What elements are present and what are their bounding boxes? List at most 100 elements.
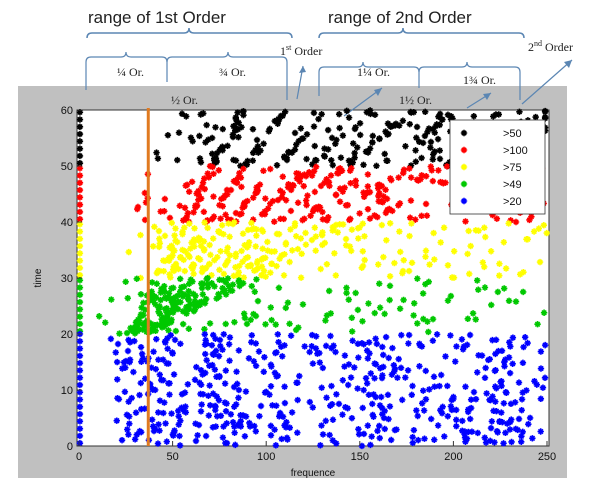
point-gt49 [131, 330, 139, 337]
point-gt75 [437, 239, 444, 246]
point-gt20 [293, 379, 300, 386]
point-gt20 [132, 409, 140, 416]
point-gt75 [278, 252, 285, 259]
point-gt49 [240, 310, 248, 317]
point-gt20 [122, 364, 129, 371]
point-gt50 [237, 162, 244, 170]
point-gt49 [494, 288, 502, 296]
point-gt20 [273, 373, 280, 380]
point-gt100 [364, 171, 372, 178]
point-gt50 [392, 120, 400, 128]
point-gt49 [76, 298, 84, 306]
point-gt50 [229, 133, 237, 141]
point-gt20 [205, 412, 213, 419]
point-gt20 [531, 377, 538, 385]
point-gt49 [195, 302, 202, 309]
x-tick-label: 250 [538, 451, 556, 463]
point-gt75 [241, 241, 248, 249]
point-gt20 [328, 382, 335, 390]
point-gt49 [322, 317, 329, 324]
point-gt75 [151, 223, 158, 230]
point-gt75 [496, 260, 503, 267]
quarter-order-label: ¼ Or. [117, 65, 144, 79]
point-gt75 [355, 235, 362, 242]
point-gt50 [253, 136, 261, 144]
second-order-label: 2nd Order [528, 39, 573, 54]
point-gt49 [153, 294, 160, 301]
point-gt75 [169, 247, 177, 254]
point-gt75 [361, 256, 368, 264]
point-gt20 [308, 331, 316, 339]
point-gt20 [206, 362, 213, 369]
point-gt100 [309, 208, 317, 215]
point-gt100 [161, 207, 168, 215]
point-gt49 [177, 275, 184, 283]
point-gt20 [148, 364, 155, 371]
point-gt49 [343, 289, 350, 297]
point-gt75 [286, 258, 293, 266]
point-gt20 [373, 340, 381, 348]
point-gt20 [267, 383, 275, 390]
point-gt50 [352, 124, 359, 131]
point-gt20 [202, 432, 210, 440]
point-gt49 [464, 315, 472, 323]
y-tick-label: 50 [61, 161, 73, 173]
point-gt50 [419, 139, 427, 147]
point-gt49 [138, 304, 145, 311]
point-gt49 [425, 328, 432, 336]
point-gt75 [156, 240, 164, 247]
point-gt49 [102, 319, 109, 326]
point-gt100 [462, 218, 469, 225]
point-gt20 [215, 353, 223, 360]
point-gt20 [178, 390, 186, 398]
point-gt75 [268, 260, 275, 268]
point-gt20 [462, 438, 469, 445]
point-gt20 [242, 413, 250, 420]
point-gt75 [273, 262, 280, 270]
point-gt50 [76, 109, 84, 116]
point-gt20 [453, 423, 460, 430]
point-gt50 [350, 140, 357, 147]
point-gt75 [440, 224, 448, 231]
point-gt50 [230, 123, 237, 130]
point-gt20 [121, 388, 129, 396]
point-gt100 [210, 170, 217, 178]
point-gt75 [253, 259, 261, 267]
point-gt20 [175, 421, 182, 428]
point-gt20 [136, 427, 143, 435]
point-gt20 [169, 350, 176, 357]
point-gt49 [488, 301, 495, 309]
point-gt20 [114, 340, 122, 348]
point-gt20 [138, 358, 145, 365]
point-gt20 [507, 418, 514, 426]
point-gt20 [519, 389, 526, 396]
point-gt20 [421, 435, 428, 442]
point-gt49 [475, 286, 482, 293]
point-gt49 [146, 291, 154, 298]
point-gt49 [481, 284, 489, 291]
range-second-order-label: range of 2nd Order [328, 8, 472, 27]
point-gt20 [252, 340, 260, 347]
point-gt20 [326, 431, 333, 439]
point-gt20 [384, 391, 392, 399]
point-gt100 [326, 182, 333, 190]
point-gt20 [281, 383, 288, 390]
legend: >50 >100 >75 >49 >20 [449, 119, 546, 215]
point-gt50 [328, 134, 336, 142]
point-gt75 [450, 274, 458, 281]
point-gt20 [211, 402, 219, 410]
point-gt20 [161, 399, 168, 406]
point-gt20 [163, 438, 170, 445]
point-gt50 [203, 121, 210, 129]
point-gt20 [276, 409, 284, 417]
point-gt75 [380, 253, 387, 261]
point-gt20 [76, 418, 84, 425]
point-gt20 [250, 358, 258, 365]
point-gt100 [435, 167, 442, 174]
point-gt20 [170, 432, 177, 439]
point-gt75 [181, 224, 188, 231]
point-gt100 [339, 188, 346, 195]
point-gt20 [502, 388, 510, 396]
point-gt20 [376, 434, 383, 442]
point-gt20 [137, 379, 144, 387]
